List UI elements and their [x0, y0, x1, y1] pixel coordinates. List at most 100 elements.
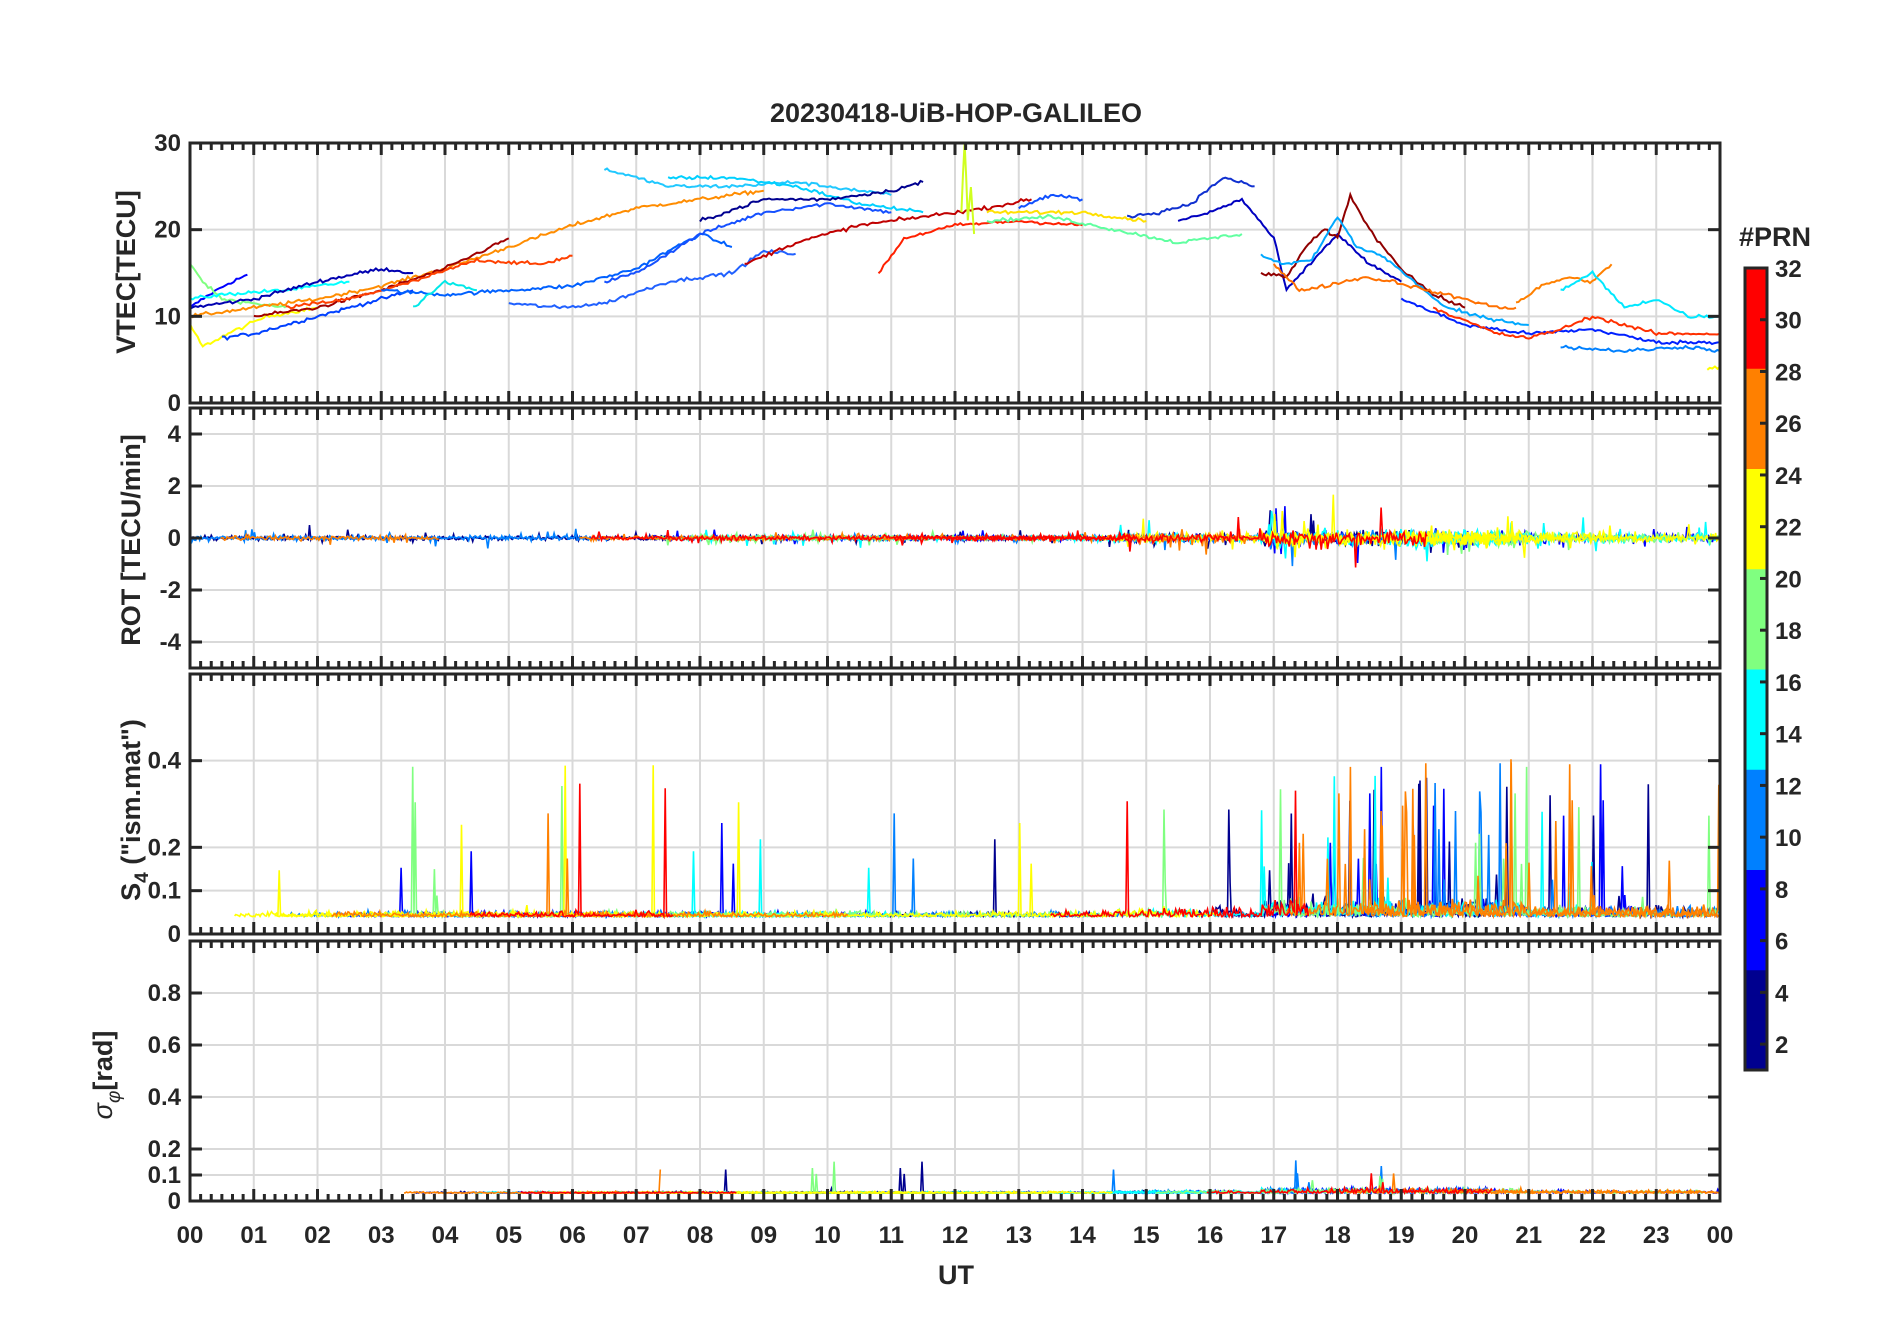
vtec-axes: 0 10 20 30: [154, 130, 1722, 417]
vtec-y-tick-label: 10: [154, 303, 181, 330]
colorbar-segment: [1745, 1044, 1767, 1071]
sigma-phi-ylabel: σφ[rad]: [88, 1031, 125, 1120]
s4-panel: 0 0.1 0.2 0.4: [148, 672, 1722, 948]
sigma_phi-prn-20-line: [536, 1161, 903, 1195]
vtec-prn-21-line: [189, 306, 318, 348]
vtec-prn-11-line: [667, 174, 924, 214]
colorbar-segment: [1745, 944, 1767, 971]
rot-prn-28-line: [220, 532, 440, 545]
colorbar-tick-label: 10: [1775, 825, 1802, 852]
vtec-prn-15-line: [986, 213, 1243, 245]
vtec-prn-23-line: [1515, 263, 1613, 304]
sigma_phi-y-tick-label: 0.6: [148, 1032, 181, 1059]
colorbar-segment: [1745, 1019, 1767, 1046]
vtec-prn-24-line: [1272, 263, 1517, 310]
x-tick-label: 11: [879, 1222, 904, 1249]
colorbar-segment: [1745, 794, 1767, 820]
colorbar-segment: [1745, 894, 1767, 921]
x-tick-label: 08: [687, 1222, 714, 1249]
colorbar-segment: [1745, 293, 1767, 319]
sigma_phi-y-tick-label: 0: [168, 1188, 181, 1215]
x-tick-label: 00: [177, 1222, 204, 1249]
x-tick-label: 09: [750, 1222, 777, 1249]
sigma_phi-prn-28-line: [1325, 1173, 1720, 1196]
sigma_phi-prn-29-line: [1206, 1173, 1494, 1196]
vtec-y-tick-label: 30: [154, 130, 181, 157]
vtec-y-tick-label: 0: [168, 390, 181, 417]
vtec-prn-14-line: [413, 279, 478, 308]
x-tick-label: 04: [432, 1222, 459, 1249]
s4-ylabel-main: S: [116, 883, 146, 901]
vtec-series: [189, 142, 1721, 371]
sigma-phi-grid: [190, 941, 1720, 1201]
vtec-prn-1-line: [1126, 176, 1255, 219]
colorbar-segment: [1745, 443, 1767, 469]
s4-prn-24-line: [826, 822, 1221, 919]
s4-grid: [190, 674, 1720, 934]
vtec-prn-4-line: [604, 202, 892, 284]
colorbar-segment: [1745, 393, 1767, 419]
colorbar-segment: [1745, 869, 1767, 896]
colorbar-tick-label: 32: [1775, 256, 1802, 283]
vtec-prn-5-line: [1560, 344, 1721, 354]
rot-prn-31-line: [590, 529, 1134, 546]
vtec-prn-13-line: [603, 167, 892, 196]
sigma_phi-prn-2-line: [794, 1161, 1158, 1195]
colorbar-segment: [1745, 568, 1767, 595]
colorbar-tick-label: 18: [1775, 618, 1802, 645]
x-tick-label: 06: [559, 1222, 586, 1249]
vtec-prn-6-line: [221, 289, 414, 341]
s4-prn-5-line: [398, 851, 690, 920]
colorbar-tick-label: 26: [1775, 411, 1802, 438]
colorbar-segment: [1745, 844, 1767, 870]
vtec-prn-22-line: [189, 189, 764, 319]
vtec-grid: [190, 143, 1720, 403]
colorbar-tick-label: 12: [1775, 773, 1802, 800]
s4-prn-13-line: [687, 839, 889, 919]
sigma_phi-y-tick-label: 0.1: [148, 1162, 181, 1189]
rot-prn-29-line: [893, 507, 1428, 568]
rot-y-tick-label: 2: [168, 473, 181, 500]
rot-y-tick-label: 0: [168, 525, 181, 552]
vtec-prn-9-line: [381, 232, 733, 297]
x-tick-label: 01: [240, 1222, 267, 1249]
x-tick-label: 07: [623, 1222, 650, 1249]
colorbar-segment: [1745, 694, 1767, 720]
colorbar-tick-label: 14: [1775, 722, 1802, 749]
s4-ylabel-rest: ("ism.mat"): [116, 719, 146, 872]
colorbar-segment: [1745, 518, 1767, 545]
rot-panel: -4 -2 0 2 4: [160, 406, 1722, 670]
colorbar-segment: [1745, 669, 1767, 695]
x-tick-labels: 00 01 02 03 04 05 06 07 08 09 10 11 12 13 14 15 16 17 18 19…: [177, 1222, 1734, 1249]
sigma_phi-prn-27-line: [403, 1169, 662, 1195]
vtec-ylabel: VTEC[TECU]: [111, 190, 141, 354]
colorbar-tick-label: 30: [1775, 308, 1802, 335]
x-axis-label: UT: [938, 1260, 974, 1290]
rot-axes: -4 -2 0 2 4: [160, 406, 1722, 670]
s4-prn-31-line: [469, 783, 674, 920]
vtec-prn-20-line: [986, 209, 1147, 223]
x-tick-label: 12: [942, 1222, 969, 1249]
vtec-y-tick-label: 20: [154, 217, 181, 244]
s4-y-tick-label: 0.2: [148, 834, 181, 861]
rot-y-tick-label: -4: [160, 629, 182, 656]
colorbar-segment: [1745, 618, 1767, 645]
colorbar-tick-label: 4: [1775, 980, 1789, 1007]
vtec-prn-12-line: [1560, 269, 1721, 319]
s4-y-tick-label: 0.4: [148, 748, 182, 775]
x-tick-label: 13: [1005, 1222, 1032, 1249]
s4-axes: 0 0.1 0.2 0.4: [148, 672, 1722, 948]
colorbar-segment: [1745, 819, 1767, 845]
x-tick-label: 17: [1260, 1222, 1287, 1249]
s4-prn-6-line: [338, 822, 877, 919]
x-tick-label: 02: [304, 1222, 331, 1249]
colorbar-tick-label: 16: [1775, 670, 1802, 697]
vtec-prn-25-line: [877, 219, 1083, 275]
colorbar-segment: [1745, 919, 1767, 946]
colorbar-segment: [1745, 719, 1767, 745]
vtec-prn-32-line: [1260, 191, 1466, 309]
rot-y-tick-label: -2: [160, 577, 181, 604]
vtec-prn-19-line: [1706, 365, 1721, 371]
vtec-prn-30-line: [744, 197, 1032, 265]
colorbar-frame: [1743, 266, 1769, 1072]
